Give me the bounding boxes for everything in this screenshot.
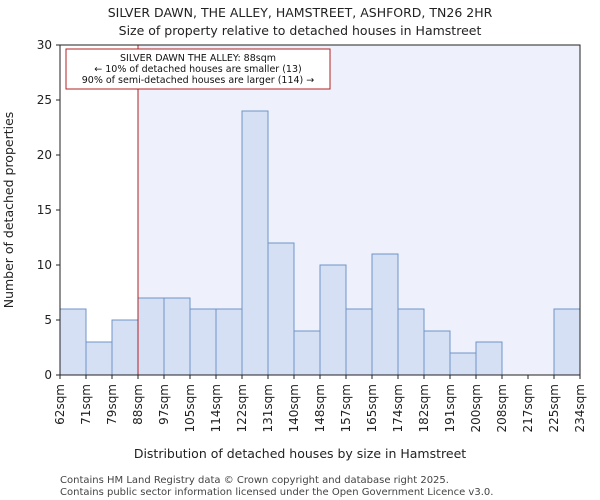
x-tick-label: 217sqm: [521, 384, 535, 432]
chart-subtitle: Size of property relative to detached ho…: [119, 23, 482, 38]
x-tick-label: 79sqm: [105, 384, 119, 425]
annotation-box: SILVER DAWN THE ALLEY: 88sqm ← 10% of de…: [65, 48, 331, 90]
x-tick-label: 62sqm: [53, 384, 67, 425]
y-tick-label: 20: [37, 148, 52, 162]
bar-140sqm: [293, 330, 321, 376]
bar-225sqm: [553, 308, 581, 376]
x-tick-label: 114sqm: [209, 384, 223, 432]
bar-157sqm: [345, 308, 373, 376]
bar-79sqm: [111, 319, 139, 376]
bar-122sqm: [241, 110, 269, 376]
x-tick-label: 174sqm: [391, 384, 405, 432]
bar-165sqm: [371, 253, 399, 376]
annotation-line-3: 90% of semi-detached houses are larger (…: [82, 75, 315, 86]
bar-114sqm: [215, 308, 243, 376]
bar-62sqm: [59, 308, 87, 376]
bar-200sqm: [475, 341, 503, 376]
footer-line-2: Contains public sector information licen…: [60, 487, 493, 498]
x-tick-label: 157sqm: [339, 384, 353, 432]
y-axis-label: Number of detached properties: [1, 112, 16, 309]
x-tick-label: 200sqm: [469, 384, 483, 432]
bar-131sqm: [267, 242, 295, 376]
bar-191sqm: [449, 352, 477, 376]
x-tick-label: 122sqm: [235, 384, 249, 432]
bar-97sqm: [163, 297, 191, 376]
bar-148sqm: [319, 264, 347, 376]
annotation-line-2: ← 10% of detached houses are smaller (13…: [94, 64, 301, 75]
x-tick-label: 225sqm: [547, 384, 561, 432]
bar-105sqm: [189, 308, 217, 376]
x-tick-label: 182sqm: [417, 384, 431, 432]
bar-71sqm: [85, 341, 113, 376]
x-tick-label: 191sqm: [443, 384, 457, 432]
bar-174sqm: [397, 308, 425, 376]
annotation-border: [65, 48, 331, 90]
y-tick-label: 30: [37, 38, 52, 52]
x-axis-label: Distribution of detached houses by size …: [134, 446, 466, 461]
footer-line-1: Contains HM Land Registry data © Crown c…: [60, 475, 449, 486]
y-tick-label: 10: [37, 258, 52, 272]
annotation-line-1: SILVER DAWN THE ALLEY: 88sqm: [120, 53, 276, 64]
x-axis: 62sqm 71sqm 79sqm 88sqm 97sqm 105sqm 114sqm 122…: [53, 375, 587, 432]
x-tick-label: 105sqm: [183, 384, 197, 432]
x-tick-label: 131sqm: [261, 384, 275, 432]
y-axis: 0 5 10 15 20 25 30: [37, 38, 60, 382]
x-tick-label: 148sqm: [313, 384, 327, 432]
x-tick-label: 88sqm: [131, 384, 145, 425]
chart-title: SILVER DAWN, THE ALLEY, HAMSTREET, ASHFO…: [108, 5, 493, 20]
x-tick-label: 208sqm: [495, 384, 509, 432]
y-tick-label: 5: [44, 313, 52, 327]
x-tick-label: 97sqm: [157, 384, 171, 425]
bars-group: [59, 110, 581, 376]
x-tick-label: 165sqm: [365, 384, 379, 432]
bar-182sqm: [423, 330, 451, 376]
x-tick-label: 234sqm: [573, 384, 587, 432]
x-tick-label: 71sqm: [79, 384, 93, 425]
y-tick-label: 25: [37, 93, 52, 107]
bar-88sqm: [137, 297, 165, 376]
x-tick-label: 140sqm: [287, 384, 301, 432]
y-tick-label: 0: [44, 368, 52, 382]
y-tick-label: 15: [37, 203, 52, 217]
